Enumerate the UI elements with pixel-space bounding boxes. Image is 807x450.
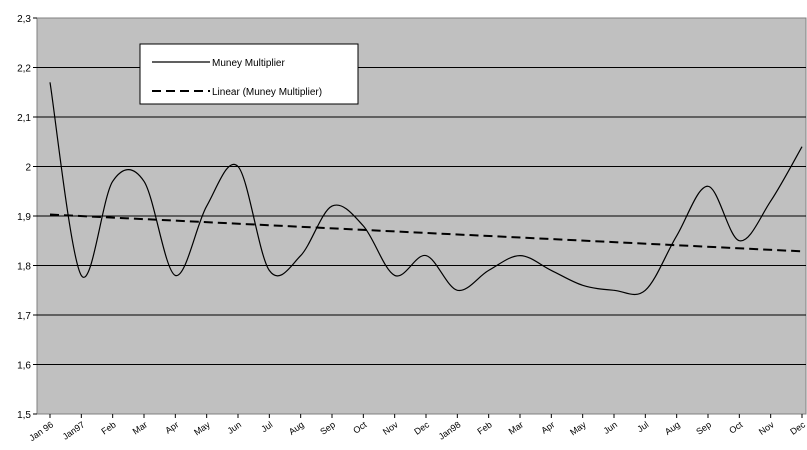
x-tick-label: Nov xyxy=(381,419,400,437)
legend-label-series-1: Muney Multiplier xyxy=(212,58,285,69)
series-layer xyxy=(49,82,803,296)
x-tick-label: Aug xyxy=(287,419,306,436)
x-tick-label: Jan98 xyxy=(437,419,463,441)
y-tick-label: 1,7 xyxy=(17,311,31,322)
y-tick-label: 1,5 xyxy=(17,410,31,421)
y-tick-label: 1,6 xyxy=(17,361,31,372)
x-tick-label: Jun xyxy=(602,419,620,436)
legend-label-series-2: Linear (Muney Multiplier) xyxy=(212,87,322,98)
x-tick-label: Mar xyxy=(507,419,525,436)
gridlines xyxy=(37,67,806,365)
x-tick-label: Apr xyxy=(539,419,556,435)
x-tick-label: Feb xyxy=(475,419,493,436)
x-tick-label: Dec xyxy=(412,419,431,437)
y-tick-label: 1,9 xyxy=(17,212,31,223)
y-tick-label: 2 xyxy=(25,163,31,174)
x-tick-label: Oct xyxy=(727,419,745,436)
x-tick-label: Apr xyxy=(163,419,180,435)
legend-box xyxy=(139,43,359,105)
x-tick-label: Jan97 xyxy=(61,419,87,441)
y-tick-label: 2,2 xyxy=(17,64,31,75)
x-tick-label: Sep xyxy=(318,419,337,436)
x-axis-ticks: Jan 96 Jan97 Feb Mar Apr May Jun Jul Aug Sep Oct No… xyxy=(27,414,807,443)
x-tick-label: May xyxy=(568,419,588,437)
x-tick-label: Feb xyxy=(99,419,117,436)
y-tick-label: 2,3 xyxy=(17,14,31,25)
y-tick-label: 1,8 xyxy=(17,262,31,273)
x-tick-label: Jun xyxy=(226,419,244,436)
y-axis-ticks: 1,5 1,6 1,7 1,8 1,9 2 2,1 2,2 2,3 xyxy=(17,14,37,421)
x-tick-label: Aug xyxy=(663,419,682,436)
legend: Muney Multiplier Linear (Muney Multiplie… xyxy=(139,43,359,105)
x-tick-label: Jul xyxy=(635,419,650,434)
x-tick-label: Jan 96 xyxy=(27,419,55,443)
x-tick-label: May xyxy=(192,419,212,437)
y-tick-label: 2,1 xyxy=(17,113,31,124)
x-tick-label: Mar xyxy=(131,419,149,436)
x-tick-label: Sep xyxy=(694,419,713,436)
x-tick-label: Oct xyxy=(351,419,369,436)
line-series xyxy=(49,82,803,296)
x-tick-label: Jul xyxy=(259,419,274,434)
x-tick-label: Nov xyxy=(757,419,776,437)
x-tick-label: Dec xyxy=(788,419,807,437)
